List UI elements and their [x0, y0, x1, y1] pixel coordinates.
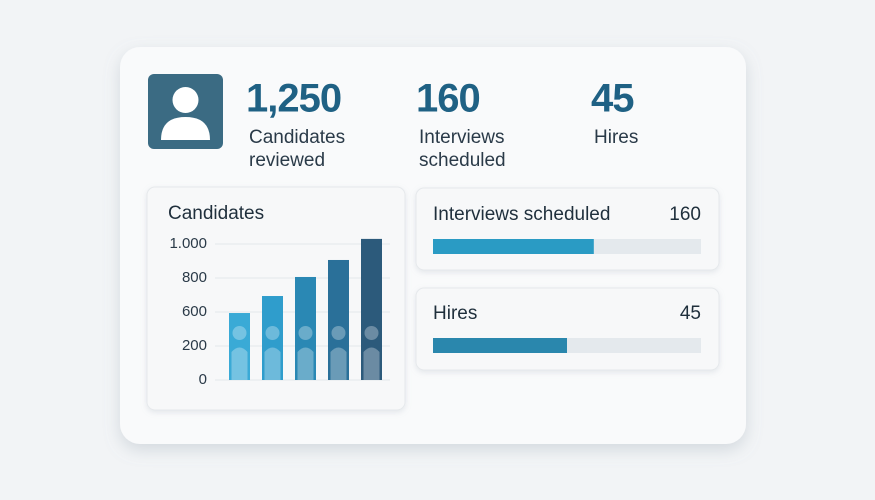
avatar-head	[172, 87, 199, 113]
bar-icon-body	[330, 347, 347, 380]
bar	[328, 259, 349, 380]
bar-icon-head	[232, 326, 247, 340]
stat-value: 160	[416, 77, 480, 121]
bar-icon-body	[231, 347, 248, 380]
y-tick-label: 0	[199, 371, 207, 388]
y-tick-label: 800	[182, 269, 207, 286]
stat-label: scheduled	[419, 150, 506, 171]
bar	[262, 296, 283, 380]
progress-fill	[433, 239, 594, 254]
bar-icon-head	[265, 326, 280, 340]
y-tick-label: 200	[182, 337, 207, 354]
bar-icon-body	[297, 347, 314, 380]
stat-label: Hires	[594, 127, 638, 148]
bar-icon-body	[363, 347, 380, 380]
progress-label: Hires	[433, 303, 477, 324]
progress-panel	[415, 187, 720, 271]
bar-icon-head	[331, 326, 346, 340]
stat-label: Candidates	[249, 127, 345, 148]
stat-value: 45	[591, 77, 634, 121]
stat-label: reviewed	[249, 150, 325, 171]
progress-value: 45	[680, 303, 701, 324]
bar	[295, 276, 316, 380]
chart-title: Candidates	[168, 203, 264, 224]
bar-icon-head	[364, 326, 379, 340]
stat-label: Interviews	[419, 127, 505, 148]
y-tick-label: 1.000	[169, 235, 207, 252]
progress-value: 160	[669, 204, 701, 225]
bar-icon-head	[298, 326, 313, 340]
bar	[229, 313, 250, 380]
progress-label: Interviews scheduled	[433, 204, 610, 225]
progress-panel	[415, 287, 720, 371]
avatar-body	[161, 117, 210, 140]
bar	[361, 238, 382, 380]
y-tick-label: 600	[182, 303, 207, 320]
bar-icon-body	[264, 347, 281, 380]
stat-value: 1,250	[246, 77, 341, 121]
progress-fill	[433, 338, 567, 353]
